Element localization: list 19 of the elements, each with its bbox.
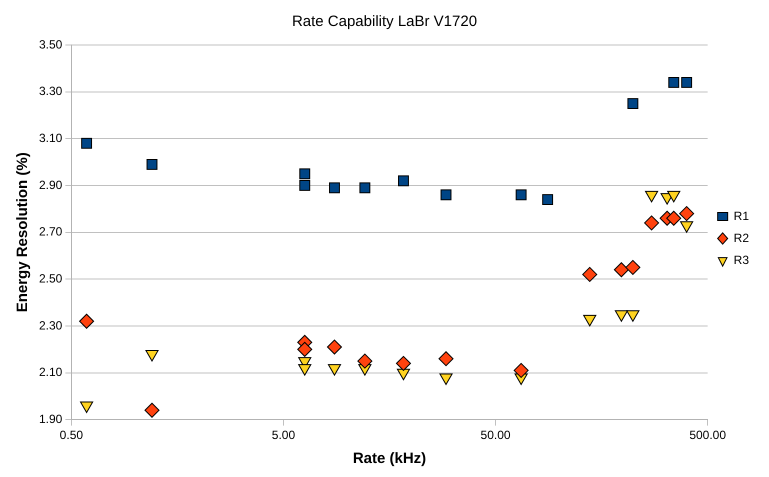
chart-title: Rate Capability LaBr V1720 (292, 13, 478, 30)
legend-label: R3 (734, 252, 750, 267)
x-tick-label: 5.00 (272, 428, 296, 442)
x-tick-label: 0.50 (60, 428, 84, 442)
y-tick-label: 2.70 (38, 224, 63, 239)
y-tick-label: 2.90 (38, 178, 63, 192)
y-axis-title: Energy Resolution (%) (14, 152, 32, 312)
y-tick-label: 1.90 (38, 412, 63, 426)
x-axis-title: Rate (kHz) (352, 450, 426, 468)
y-tick-label: 3.10 (38, 130, 63, 145)
y-tick-label: 2.10 (38, 365, 63, 380)
x-tick-label: 50.00 (480, 428, 511, 442)
legend-label: R1 (734, 208, 750, 223)
y-tick-label: 3.30 (38, 84, 63, 98)
y-tick-label: 2.50 (38, 271, 63, 286)
legend-label: R2 (734, 230, 750, 245)
y-tick-label: 3.50 (38, 37, 63, 52)
y-tick-label: 2.30 (38, 318, 63, 332)
x-tick-label: 500.00 (689, 428, 726, 442)
